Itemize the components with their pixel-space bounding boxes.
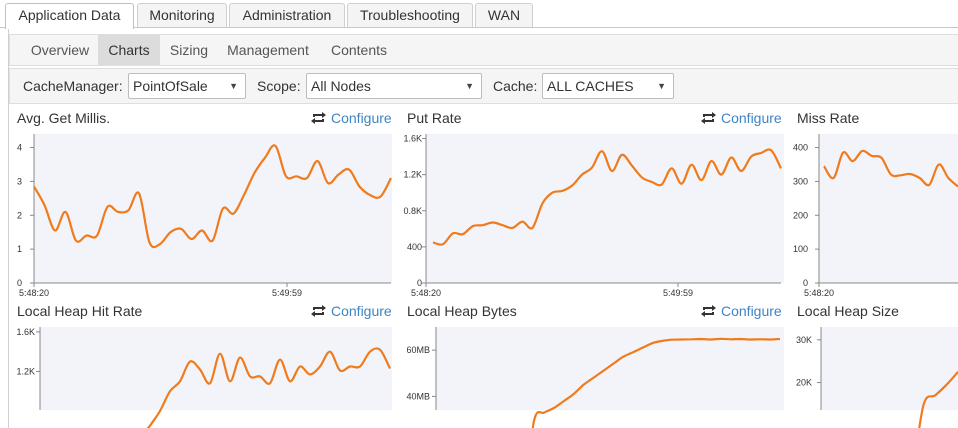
y-tick-label: 100 bbox=[793, 244, 808, 254]
y-tick-label: 400 bbox=[407, 242, 422, 252]
y-tick-label: 1.6K bbox=[16, 327, 35, 337]
chart-avg-get-millis: 0 1 2 3 4 5:48:20 5:49:59 bbox=[17, 134, 392, 298]
y-tick-label: 1.2K bbox=[16, 366, 35, 376]
plot-area bbox=[34, 134, 392, 283]
y-tick-label: 0 bbox=[417, 278, 422, 288]
plot-area bbox=[426, 134, 784, 283]
series-line bbox=[531, 337, 781, 428]
y-tick-label: 0.8K bbox=[403, 206, 422, 216]
chart-title-local-heap-bytes: Local Heap Bytes bbox=[407, 303, 517, 319]
tab-bar-divider bbox=[0, 27, 958, 28]
series-line bbox=[432, 148, 782, 246]
configure-button[interactable]: Configure bbox=[310, 110, 392, 128]
tab-administration[interactable]: Administration bbox=[229, 3, 345, 27]
x-tick-label: 5:49:59 bbox=[663, 288, 693, 298]
configure-label: Configure bbox=[721, 110, 782, 126]
x-tick-label: 5:48:20 bbox=[411, 288, 441, 298]
chart-title-local-heap-hit-rate: Local Heap Hit Rate bbox=[17, 303, 143, 319]
chart-title-avg-get-millis: Avg. Get Millis. bbox=[17, 110, 111, 126]
y-tick-label: 3 bbox=[17, 176, 22, 186]
configure-label: Configure bbox=[721, 303, 782, 319]
cache-manager-label: CacheManager: bbox=[23, 78, 123, 94]
refresh-icon bbox=[701, 112, 716, 124]
tab-monitoring[interactable]: Monitoring bbox=[137, 3, 227, 27]
y-tick-label: 40MB bbox=[406, 391, 430, 401]
configure-button[interactable]: Configure bbox=[700, 303, 782, 321]
y-tick-label: 1.6K bbox=[403, 134, 422, 144]
chart-miss-rate: 0 100 200 300 400 5:48:20 bbox=[793, 134, 958, 298]
y-tick-label: 60MB bbox=[406, 345, 430, 355]
chart-local-heap-hit-rate: 1.2K 1.6K bbox=[16, 327, 391, 428]
plot-area bbox=[819, 134, 958, 283]
y-tick-label: 20K bbox=[796, 378, 812, 388]
cache-manager-value: PointOfSale bbox=[133, 78, 208, 94]
sub-tab-bar: Overview Charts Sizing Management Conten… bbox=[9, 34, 958, 66]
series-line bbox=[33, 144, 392, 249]
chevron-down-icon: ▼ bbox=[465, 81, 474, 91]
series-line bbox=[823, 149, 958, 188]
chart-put-rate: 0 400 0.8K 1.2K 1.6K 5:48:20 5:49:59 bbox=[403, 134, 782, 298]
main-tab-bar: Application Data Monitoring Administrati… bbox=[0, 0, 958, 29]
plot-area bbox=[40, 327, 392, 410]
y-tick-label: 2 bbox=[17, 210, 22, 220]
cache-manager-select[interactable]: PointOfSale ▼ bbox=[128, 73, 246, 99]
subtab-charts[interactable]: Charts bbox=[98, 35, 160, 65]
tab-wan[interactable]: WAN bbox=[475, 3, 533, 27]
series-line bbox=[918, 371, 958, 428]
y-tick-label: 0 bbox=[803, 278, 808, 288]
refresh-icon bbox=[311, 305, 326, 317]
refresh-icon bbox=[701, 305, 716, 317]
scope-label: Scope: bbox=[257, 78, 301, 94]
tab-application-data[interactable]: Application Data bbox=[5, 3, 134, 29]
scope-value: All Nodes bbox=[311, 78, 371, 94]
chart-local-heap-bytes: 40MB 60MB bbox=[406, 327, 781, 428]
y-tick-label: 1.2K bbox=[403, 170, 422, 180]
cache-select[interactable]: ALL CACHES ▼ bbox=[542, 73, 674, 99]
configure-label: Configure bbox=[331, 110, 392, 126]
x-tick-label: 5:48:20 bbox=[804, 288, 834, 298]
subtab-management[interactable]: Management bbox=[227, 42, 309, 58]
y-tick-label: 400 bbox=[793, 143, 808, 153]
subtab-sizing[interactable]: Sizing bbox=[169, 42, 209, 58]
chart-title-miss-rate: Miss Rate bbox=[797, 110, 860, 126]
chart-title-put-rate: Put Rate bbox=[407, 110, 462, 126]
y-tick-label: 4 bbox=[17, 143, 22, 153]
chart-title-local-heap-size: Local Heap Size bbox=[797, 303, 899, 319]
subtab-contents[interactable]: Contents bbox=[330, 42, 388, 58]
x-tick-label: 5:49:59 bbox=[272, 288, 302, 298]
configure-button[interactable]: Configure bbox=[310, 303, 392, 321]
filter-bar: CacheManager: PointOfSale ▼ Scope: All N… bbox=[9, 68, 958, 104]
y-tick-label: 0 bbox=[17, 278, 22, 288]
chart-local-heap-size: 20K 30K bbox=[796, 327, 958, 428]
y-tick-label: 1 bbox=[17, 244, 22, 254]
configure-label: Configure bbox=[331, 303, 392, 319]
plot-area bbox=[436, 327, 784, 410]
y-tick-label: 200 bbox=[793, 210, 808, 220]
chevron-down-icon: ▼ bbox=[229, 81, 238, 91]
series-line bbox=[146, 347, 391, 428]
tab-troubleshooting[interactable]: Troubleshooting bbox=[347, 3, 473, 27]
y-tick-label: 30K bbox=[796, 335, 812, 345]
chevron-down-icon: ▼ bbox=[657, 81, 666, 91]
subtab-overview[interactable]: Overview bbox=[30, 42, 90, 58]
x-tick-label: 5:48:20 bbox=[19, 288, 49, 298]
scope-select[interactable]: All Nodes ▼ bbox=[306, 73, 482, 99]
refresh-icon bbox=[311, 112, 326, 124]
cache-value: ALL CACHES bbox=[547, 78, 634, 94]
configure-button[interactable]: Configure bbox=[700, 110, 782, 128]
cache-label: Cache: bbox=[493, 78, 538, 94]
y-tick-label: 300 bbox=[793, 176, 808, 186]
tab-panel bbox=[8, 28, 958, 428]
